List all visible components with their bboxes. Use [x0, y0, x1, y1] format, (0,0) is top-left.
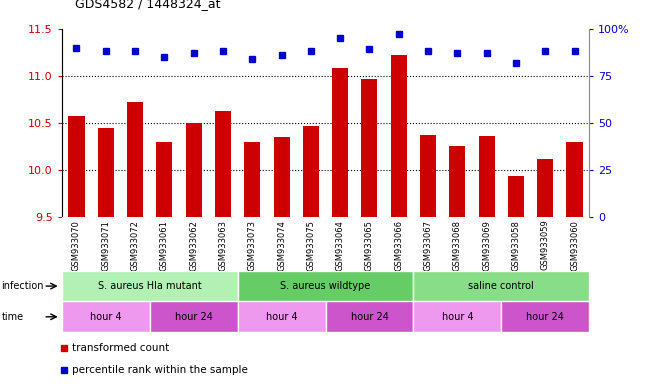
Bar — [98, 127, 114, 217]
Bar — [273, 137, 290, 217]
Bar — [332, 68, 348, 217]
Bar — [156, 142, 173, 217]
Text: hour 4: hour 4 — [90, 312, 122, 322]
Text: GSM933067: GSM933067 — [424, 220, 432, 271]
Bar — [150, 301, 238, 332]
Text: GSM933060: GSM933060 — [570, 220, 579, 270]
Text: GSM933062: GSM933062 — [189, 220, 198, 270]
Text: GSM933061: GSM933061 — [160, 220, 169, 270]
Bar — [361, 79, 378, 217]
Text: GSM933071: GSM933071 — [102, 220, 110, 270]
Text: GSM933069: GSM933069 — [482, 220, 491, 270]
Text: GSM933075: GSM933075 — [307, 220, 315, 270]
Bar — [62, 301, 150, 332]
Bar — [566, 142, 583, 217]
Bar — [326, 301, 413, 332]
Text: saline control: saline control — [469, 281, 534, 291]
Text: GDS4582 / 1448324_at: GDS4582 / 1448324_at — [75, 0, 221, 10]
Bar — [478, 136, 495, 217]
Bar — [449, 146, 465, 217]
Bar — [68, 116, 85, 217]
Text: GSM933074: GSM933074 — [277, 220, 286, 270]
Text: infection: infection — [1, 281, 44, 291]
Text: hour 24: hour 24 — [526, 312, 564, 322]
Bar — [413, 301, 501, 332]
Bar — [391, 55, 407, 217]
Text: transformed count: transformed count — [72, 343, 170, 353]
Bar — [238, 271, 413, 301]
Text: hour 4: hour 4 — [441, 312, 473, 322]
Bar — [238, 301, 326, 332]
Text: GSM933070: GSM933070 — [72, 220, 81, 270]
Bar — [413, 271, 589, 301]
Text: hour 4: hour 4 — [266, 312, 298, 322]
Bar — [127, 102, 143, 217]
Text: percentile rank within the sample: percentile rank within the sample — [72, 366, 248, 376]
Text: GSM933072: GSM933072 — [131, 220, 139, 270]
Text: hour 24: hour 24 — [350, 312, 389, 322]
Text: S. aureus Hla mutant: S. aureus Hla mutant — [98, 281, 202, 291]
Bar — [501, 301, 589, 332]
Text: GSM933065: GSM933065 — [365, 220, 374, 270]
Text: hour 24: hour 24 — [174, 312, 213, 322]
Bar — [508, 175, 524, 217]
Text: time: time — [1, 312, 23, 322]
Bar — [303, 126, 319, 217]
Bar — [537, 159, 553, 217]
Bar — [215, 111, 231, 217]
Text: GSM933066: GSM933066 — [395, 220, 403, 271]
Text: S. aureus wildtype: S. aureus wildtype — [281, 281, 370, 291]
Text: GSM933063: GSM933063 — [219, 220, 227, 271]
Text: GSM933064: GSM933064 — [336, 220, 344, 270]
Bar — [186, 123, 202, 217]
Text: GSM933073: GSM933073 — [248, 220, 256, 271]
Bar — [62, 271, 238, 301]
Text: GSM933068: GSM933068 — [453, 220, 462, 271]
Bar — [420, 135, 436, 217]
Text: GSM933059: GSM933059 — [541, 220, 549, 270]
Text: GSM933058: GSM933058 — [512, 220, 520, 270]
Bar — [244, 142, 260, 217]
